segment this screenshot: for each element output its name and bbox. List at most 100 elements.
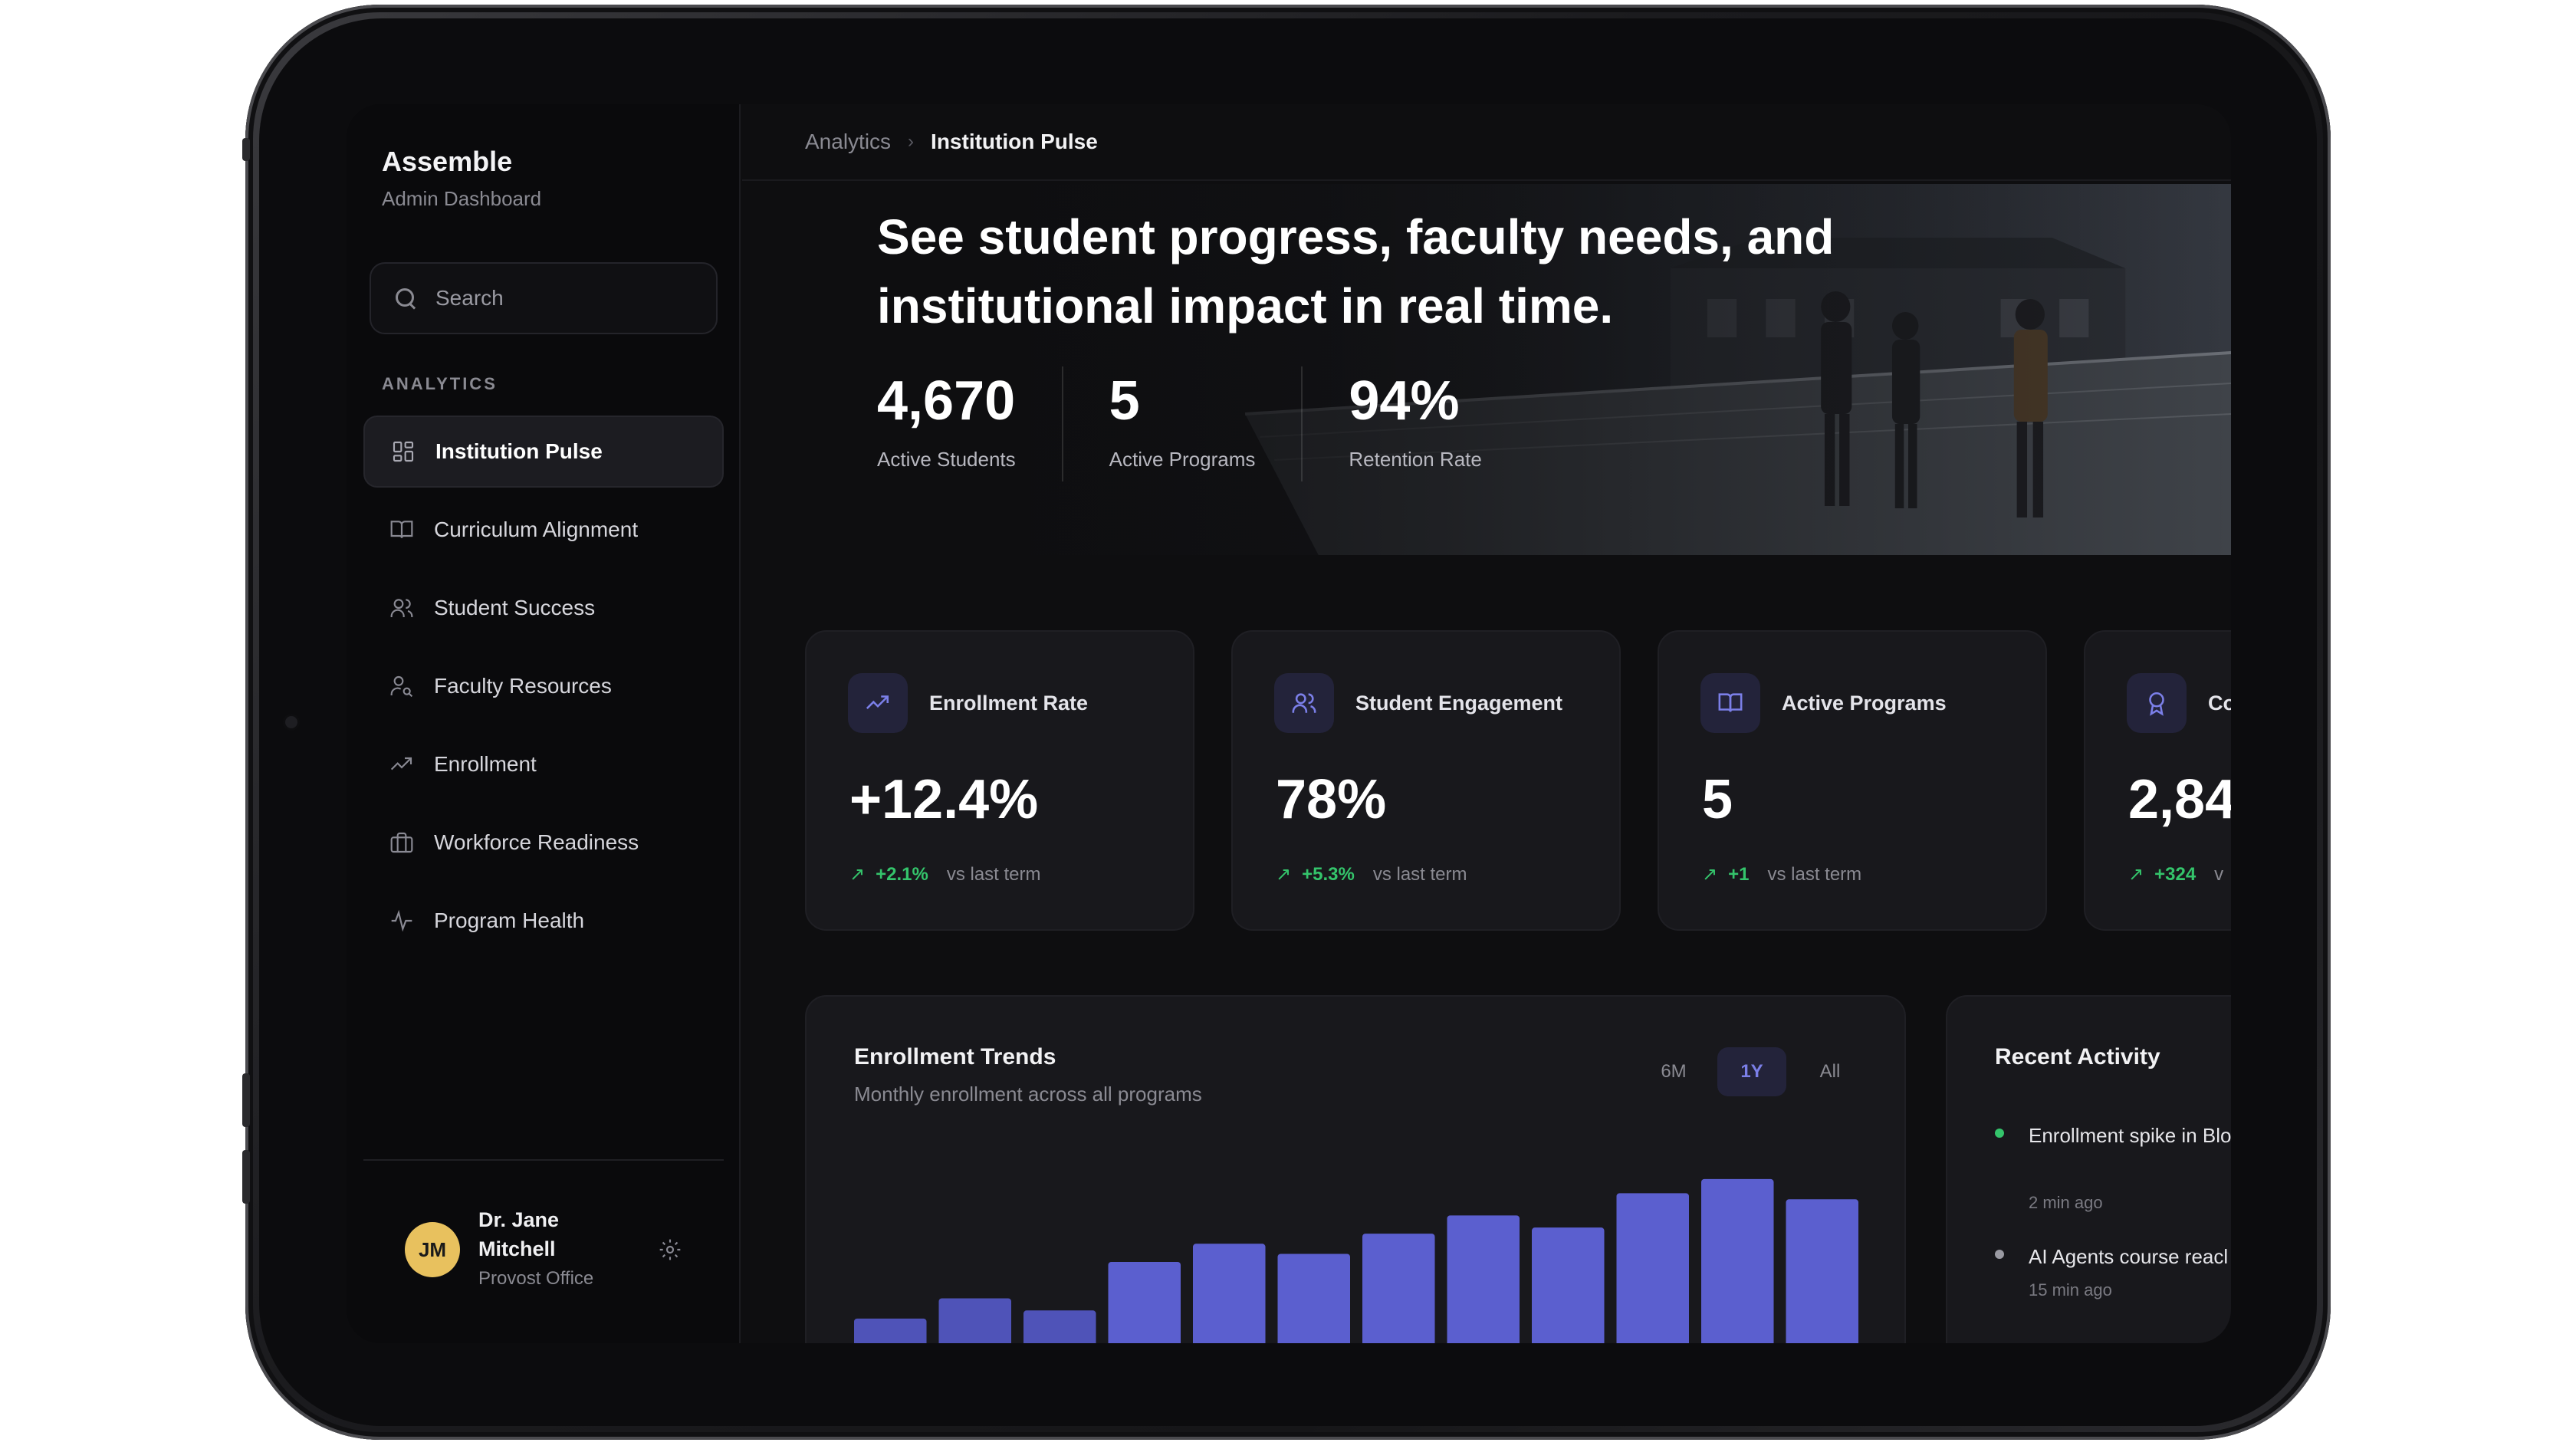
sidebar-item-label: Institution Pulse [435, 439, 603, 463]
user-key-icon [389, 674, 414, 698]
metric-value: +12.4% [849, 769, 1039, 830]
chart-bar [1024, 1310, 1096, 1343]
breadcrumb-parent[interactable]: Analytics [805, 130, 892, 153]
search-input[interactable] [435, 286, 696, 310]
metric-compare: vs last term [946, 863, 1041, 885]
metric-compare: v [2214, 863, 2224, 885]
sidebar-item-faculty-resources[interactable]: Faculty Resources [363, 650, 724, 722]
metric-value: 5 [1702, 769, 1733, 830]
metric-trend: ↗ +1 vs last term [1702, 863, 1861, 886]
user-role: Provost Office [478, 1268, 594, 1289]
chart-bar [1701, 1178, 1774, 1343]
sidebar-item-program-health[interactable]: Program Health [363, 885, 724, 957]
enrollment-trends-panel: Enrollment Trends Monthly enrollment acr… [805, 995, 1906, 1343]
sidebar-item-enrollment[interactable]: Enrollment [363, 728, 724, 800]
metric-trend: ↗ +2.1% vs last term [849, 863, 1041, 886]
sidebar: Assemble Admin Dashboard ANALYTICS Insti… [347, 104, 741, 1343]
metric-trend: ↗ +5.3% vs last term [1276, 863, 1467, 886]
award-icon [2127, 673, 2187, 733]
sidebar-item-student-success[interactable]: Student Success [363, 572, 724, 644]
metric-delta: +5.3% [1302, 863, 1355, 885]
sidebar-item-curriculum-alignment[interactable]: Curriculum Alignment [363, 494, 724, 566]
arrow-up-right-icon: ↗ [2128, 864, 2144, 885]
app-subtitle: Admin Dashboard [382, 187, 542, 210]
sidebar-item-label: Enrollment [434, 752, 537, 776]
breadcrumb-current: Institution Pulse [931, 130, 1098, 153]
recent-activity-panel: Recent Activity Enrollment spike in Blo … [1946, 995, 2231, 1343]
chevron-right-icon: › [908, 131, 915, 152]
avatar: JM [405, 1222, 460, 1277]
hero-stat-active-students: 4,670 Active Students [877, 366, 1063, 481]
arrow-up-right-icon: ↗ [1276, 864, 1292, 885]
hero-stat-label: Retention Rate [1349, 448, 1482, 471]
screen: Assemble Admin Dashboard ANALYTICS Insti… [347, 104, 2231, 1343]
hero-stat-active-programs: 5 Active Programs [1109, 366, 1303, 481]
sidebar-item-label: Student Success [434, 596, 596, 619]
activity-time: 2 min ago [2029, 1193, 2103, 1212]
sidebar-item-label: Faculty Resources [434, 674, 612, 698]
arrow-up-right-icon: ↗ [849, 864, 866, 885]
metric-card-enrollment-rate[interactable]: Enrollment Rate +12.4% ↗ +2.1% vs last t… [805, 630, 1194, 931]
hero-stat-value: 5 [1109, 370, 1140, 432]
book-icon [1700, 673, 1760, 733]
range-6m-button[interactable]: 6M [1661, 1061, 1687, 1082]
sidebar-item-workforce-readiness[interactable]: Workforce Readiness [363, 807, 724, 879]
briefcase-icon [389, 830, 414, 855]
metric-value: 78% [1276, 769, 1387, 830]
range-all-button[interactable]: All [1819, 1061, 1841, 1082]
book-icon [389, 518, 414, 542]
sidebar-item-label: Program Health [434, 909, 585, 932]
hero-banner: See student progress, faculty needs, and… [805, 184, 2231, 555]
metric-card-partial[interactable]: Co 2,84 ↗ +324 v [2084, 630, 2231, 931]
chart-bar [1362, 1234, 1435, 1343]
sidebar-item-institution-pulse[interactable]: Institution Pulse [363, 416, 724, 488]
hero-stat-retention-rate: 94% Retention Rate [1349, 366, 1527, 481]
metric-value: 2,84 [2128, 769, 2231, 830]
chart-bar [938, 1298, 1011, 1343]
arrow-up-right-icon: ↗ [1702, 864, 1718, 885]
trend-up-icon [848, 673, 908, 733]
hardware-button [242, 138, 250, 161]
panel-subtitle: Monthly enrollment across all programs [854, 1083, 1202, 1106]
metric-label: Co [2208, 692, 2231, 715]
trend-up-icon [389, 752, 414, 777]
breadcrumb: Analytics › Institution Pulse [742, 104, 2231, 181]
hero-stat-label: Active Programs [1109, 448, 1256, 471]
chart-bar [1786, 1199, 1858, 1343]
sidebar-nav: Institution Pulse Curriculum Alignment S… [363, 416, 724, 963]
chart-bar [1277, 1254, 1350, 1343]
metric-delta: +2.1% [876, 863, 928, 885]
status-dot [1995, 1129, 2004, 1138]
sidebar-item-label: Curriculum Alignment [434, 518, 639, 541]
hero-image [805, 184, 2231, 555]
metric-delta: +324 [2154, 863, 2196, 885]
activity-text: AI Agents course reacl [2029, 1245, 2229, 1268]
chart-bar [1532, 1227, 1605, 1343]
metric-compare: vs last term [1372, 863, 1467, 885]
hero-stats: 4,670 Active Students 5 Active Programs … [877, 366, 1574, 481]
search-box[interactable] [370, 262, 718, 334]
nav-section-label: ANALYTICS [382, 374, 498, 393]
gear-icon[interactable] [658, 1237, 682, 1262]
chart-bar [1447, 1215, 1520, 1343]
search-icon [394, 287, 417, 310]
hero-title: See student progress, faculty needs, and… [877, 209, 1835, 334]
user-name: Dr. Jane Mitchell [478, 1208, 560, 1260]
hardware-button [242, 1073, 250, 1127]
panel-title: Recent Activity [1995, 1044, 2160, 1070]
metric-card-active-programs[interactable]: Active Programs 5 ↗ +1 vs last term [1658, 630, 2047, 931]
grid-icon [391, 439, 416, 464]
range-selector: 6M 1Y All [1639, 1047, 1865, 1096]
activity-text: Enrollment spike in Blo Infrastructure [2029, 1124, 2231, 1147]
sidebar-item-label: Workforce Readiness [434, 830, 639, 854]
metric-card-student-engagement[interactable]: Student Engagement 78% ↗ +5.3% vs last t… [1231, 630, 1621, 931]
chart-bar [1616, 1193, 1689, 1343]
user-profile[interactable]: JM Dr. Jane Mitchell Provost Office [405, 1204, 727, 1296]
main-content: Analytics › Institution Pulse [742, 104, 2231, 1343]
panel-title: Enrollment Trends [854, 1044, 1056, 1070]
activity-time: 15 min ago [2029, 1280, 2112, 1300]
range-1y-button[interactable]: 1Y [1717, 1047, 1786, 1096]
camera-icon [285, 716, 297, 728]
chart-bar [854, 1318, 927, 1343]
metric-label: Enrollment Rate [929, 692, 1089, 715]
